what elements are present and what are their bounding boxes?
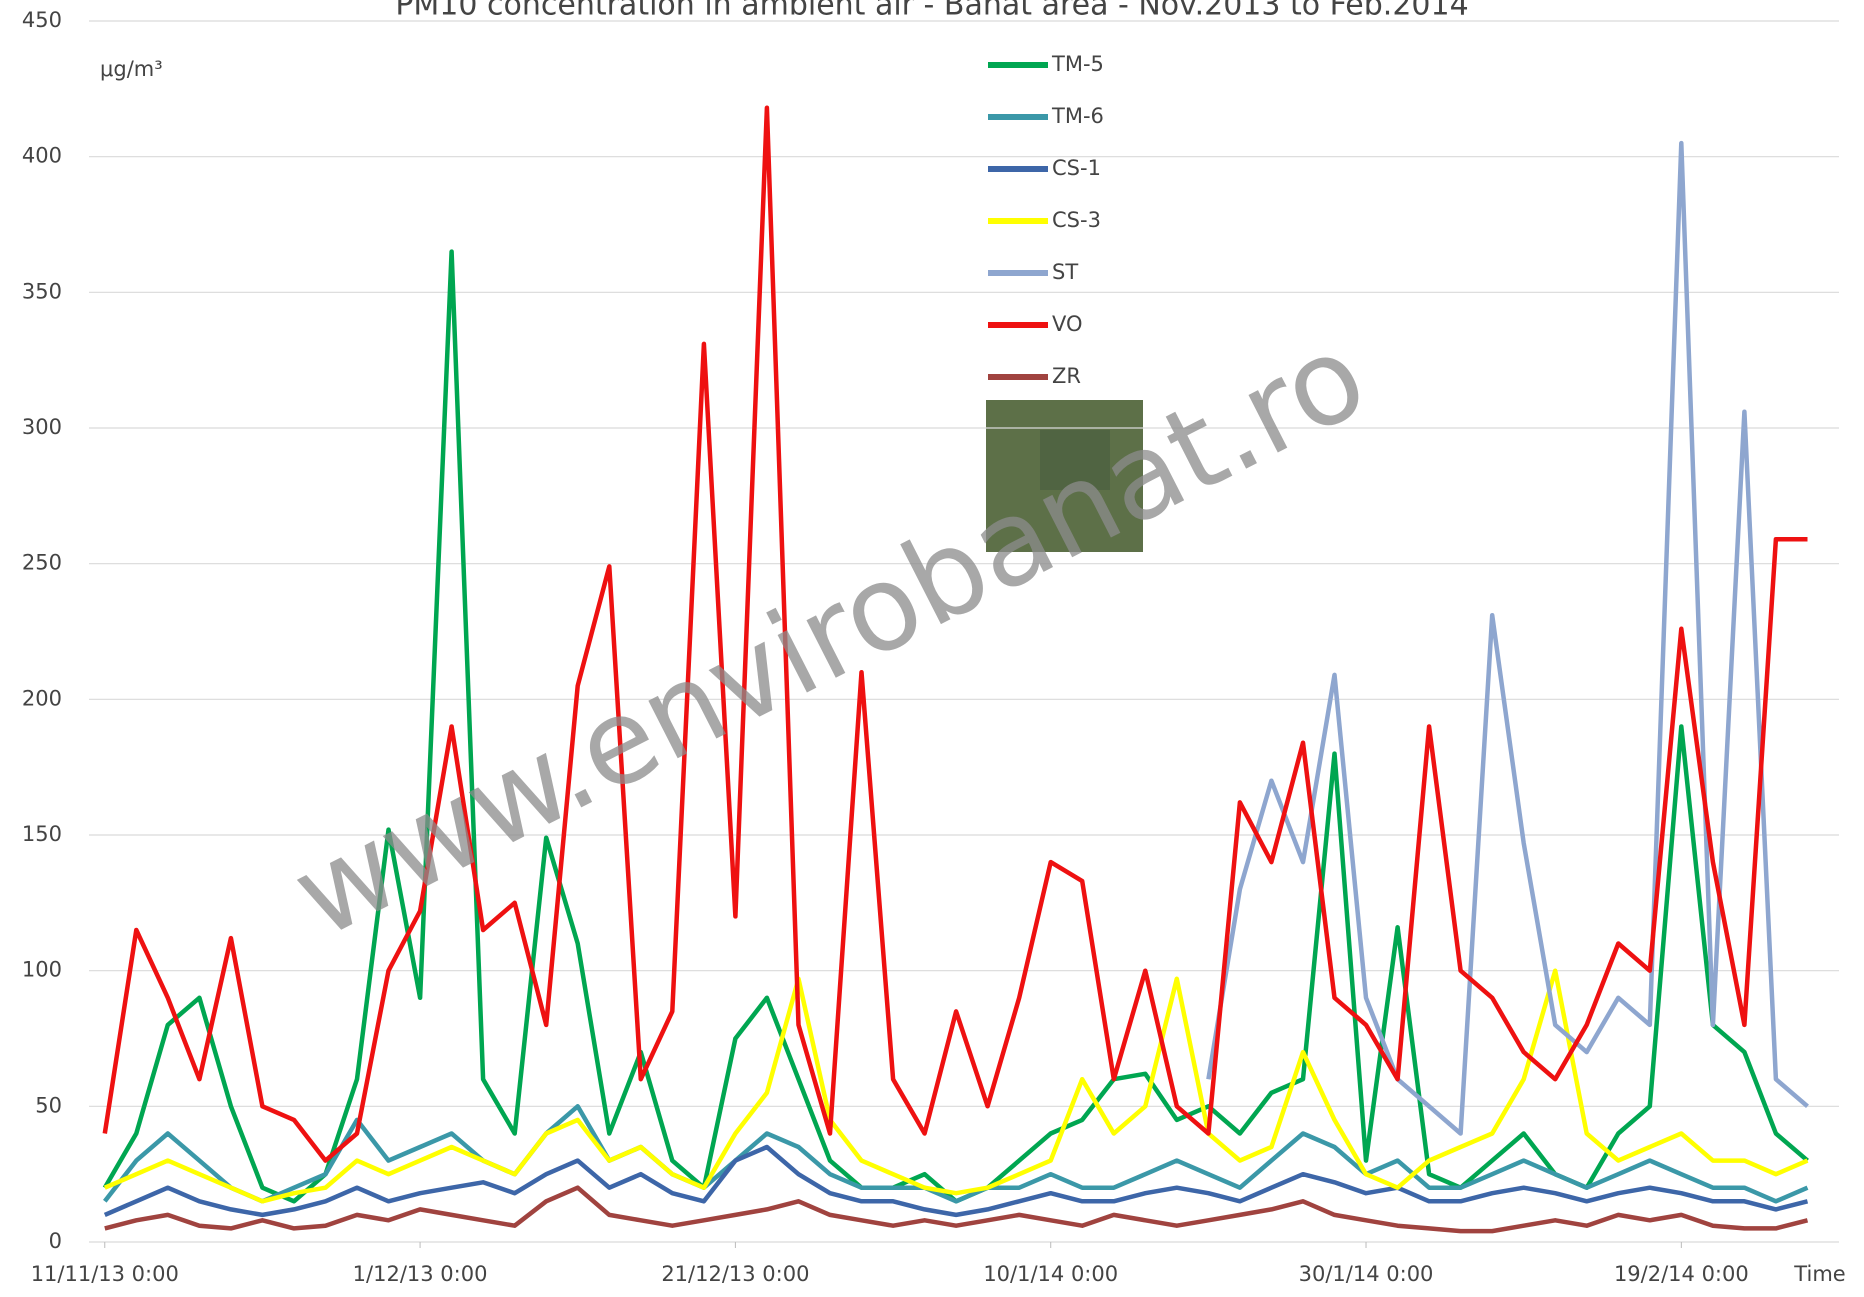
legend-label: TM-6 (1051, 104, 1104, 128)
x-tick-label: 1/12/13 0:00 (353, 1262, 488, 1286)
chart-title: PM10 concentration in ambient air - Bana… (395, 0, 1468, 23)
x-axis-label: Time (1793, 1262, 1845, 1286)
y-tick-label: 150 (22, 822, 62, 846)
x-tick-label: 30/1/14 0:00 (1299, 1262, 1434, 1286)
y-tick-label: 100 (22, 958, 62, 982)
x-tick-label: 10/1/14 0:00 (983, 1262, 1118, 1286)
series-line (1208, 143, 1807, 1133)
y-tick-label: 250 (22, 551, 62, 575)
page: PM10 concentration in ambient air - Bana… (0, 0, 1864, 1297)
legend-label: ZR (1052, 364, 1081, 388)
y-axis-label: μg/m³ (100, 57, 163, 81)
y-tick-label: 450 (22, 8, 62, 32)
y-tick-label: 400 (22, 144, 62, 168)
y-tick-label: 200 (22, 686, 62, 710)
y-tick-label: 50 (35, 1093, 62, 1117)
y-tick-label: 350 (22, 279, 62, 303)
y-tick-label: 0 (49, 1229, 62, 1253)
legend-label: CS-3 (1052, 208, 1101, 232)
x-tick-label: 11/11/13 0:00 (31, 1262, 179, 1286)
x-tick-label: 19/2/14 0:00 (1614, 1262, 1749, 1286)
series-line (105, 1147, 1808, 1215)
series-line (105, 252, 1808, 1202)
chart: PM10 concentration in ambient air - Bana… (0, 0, 1864, 1297)
legend-label: CS-1 (1052, 156, 1101, 180)
legend-label: TM-5 (1051, 52, 1104, 76)
x-tick-label: 21/12/13 0:00 (661, 1262, 809, 1286)
legend-label: VO (1052, 312, 1083, 336)
watermark: www.envirobanat.ro (272, 306, 1387, 965)
legend-label: ST (1052, 260, 1078, 284)
y-tick-label: 300 (22, 415, 62, 439)
